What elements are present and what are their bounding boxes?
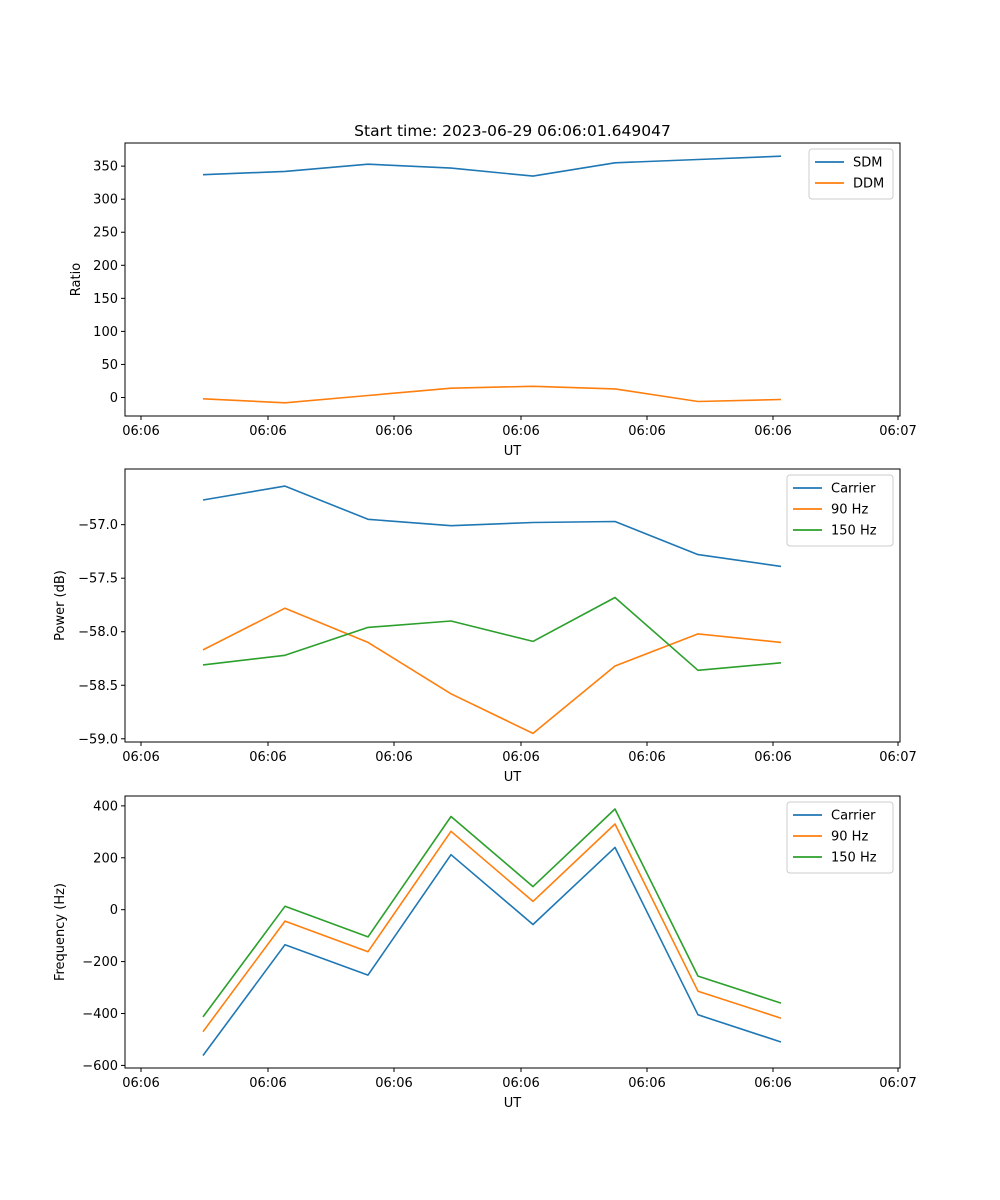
- y-tick-label: −600: [82, 1059, 118, 1074]
- series-line-carrier: [202, 846, 782, 1056]
- y-tick-label: 200: [93, 851, 118, 866]
- legend-label-150-hz: 150 Hz: [831, 851, 877, 866]
- y-tick-label: 300: [93, 193, 118, 208]
- legend: SDM DDM: [808, 148, 894, 200]
- legend-label-carrier: Carrier: [831, 809, 876, 824]
- y-tick-label: 150: [93, 292, 118, 307]
- y-tick-label: −57.5: [78, 572, 118, 587]
- y-axis-label: Power (dB): [53, 570, 68, 641]
- x-tick-label: 06:06: [375, 750, 412, 765]
- x-tick-label: 06:07: [879, 1076, 916, 1091]
- series-line-ddm: [202, 385, 782, 404]
- y-tick-label: −59.0: [78, 732, 118, 747]
- x-tick-label: 06:06: [375, 1076, 412, 1091]
- legend: Carrier 90 Hz 150 Hz: [786, 801, 894, 874]
- series-line-150-hz: [202, 808, 782, 1018]
- y-tick-label: −400: [82, 1007, 118, 1022]
- x-tick-label: 06:06: [754, 424, 791, 439]
- series-line-90-hz: [202, 823, 782, 1033]
- axes-frame: [124, 795, 901, 1069]
- x-tick-label: 06:06: [122, 1076, 159, 1091]
- legend-box: [786, 474, 894, 547]
- legend: Carrier 90 Hz 150 Hz: [786, 474, 894, 547]
- x-tick-label: 06:06: [628, 1076, 665, 1091]
- plots: Start time: 2023-06-29 06:06:01.649047 06…: [53, 122, 917, 1111]
- y-tick-label: 250: [93, 226, 118, 241]
- x-tick-label: 06:06: [122, 424, 159, 439]
- x-tick-label: 06:06: [375, 424, 412, 439]
- x-axis-label: UT: [504, 1096, 522, 1111]
- chart-panel-2: 06:06 06:06 06:06 06:06 06:06 06:06 06:07 −57.0…: [53, 468, 917, 785]
- x-tick-label: 06:06: [502, 424, 539, 439]
- y-tick-label: 0: [110, 391, 118, 406]
- axes-frame: [124, 468, 901, 743]
- y-tick-label: −200: [82, 955, 118, 970]
- x-tick-label: 06:06: [754, 750, 791, 765]
- y-tick-label: 0: [110, 903, 118, 918]
- x-tick-label: 06:07: [879, 750, 916, 765]
- series-line-carrier: [202, 485, 782, 568]
- legend-box: [786, 801, 894, 874]
- y-tick-label: −57.0: [78, 518, 118, 533]
- legend-label-90-hz: 90 Hz: [831, 503, 868, 518]
- x-tick-label: 06:06: [628, 424, 665, 439]
- y-axis-label: Frequency (Hz): [53, 883, 68, 981]
- x-tick-label: 06:06: [502, 750, 539, 765]
- legend-label-ddm: DDM: [853, 177, 884, 192]
- series-line-150-hz: [202, 596, 782, 672]
- legend-label-carrier: Carrier: [831, 482, 876, 497]
- x-tick-label: 06:06: [628, 750, 665, 765]
- axes-frame: [124, 142, 901, 417]
- series-line-90-hz: [202, 607, 782, 735]
- x-tick-label: 06:06: [249, 424, 286, 439]
- y-axis-label: Ratio: [69, 263, 84, 296]
- y-tick-label: −58.5: [78, 679, 118, 694]
- y-tick-label: 50: [101, 358, 118, 373]
- legend-label-sdm: SDM: [853, 156, 882, 171]
- y-tick-label: 400: [93, 799, 118, 814]
- x-tick-label: 06:06: [502, 1076, 539, 1091]
- y-tick-label: 100: [93, 325, 118, 340]
- legend-label-90-hz: 90 Hz: [831, 830, 868, 845]
- x-tick-label: 06:06: [249, 750, 286, 765]
- x-tick-label: 06:07: [879, 424, 916, 439]
- x-axis-label: UT: [504, 770, 522, 785]
- x-tick-label: 06:06: [249, 1076, 286, 1091]
- chart-title: Start time: 2023-06-29 06:06:01.649047: [354, 122, 671, 140]
- x-axis-label: UT: [504, 444, 522, 459]
- x-tick-label: 06:06: [754, 1076, 791, 1091]
- legend-label-150-hz: 150 Hz: [831, 524, 877, 539]
- x-tick-label: 06:06: [122, 750, 159, 765]
- y-tick-label: −58.0: [78, 625, 118, 640]
- y-tick-label: 350: [93, 160, 118, 175]
- y-tick-label: 200: [93, 259, 118, 274]
- chart-panel-1: Start time: 2023-06-29 06:06:01.649047 06…: [69, 122, 917, 459]
- chart-panel-3: 06:06 06:06 06:06 06:06 06:06 06:06 06:07 400 20…: [53, 795, 917, 1111]
- series-line-sdm: [202, 155, 782, 177]
